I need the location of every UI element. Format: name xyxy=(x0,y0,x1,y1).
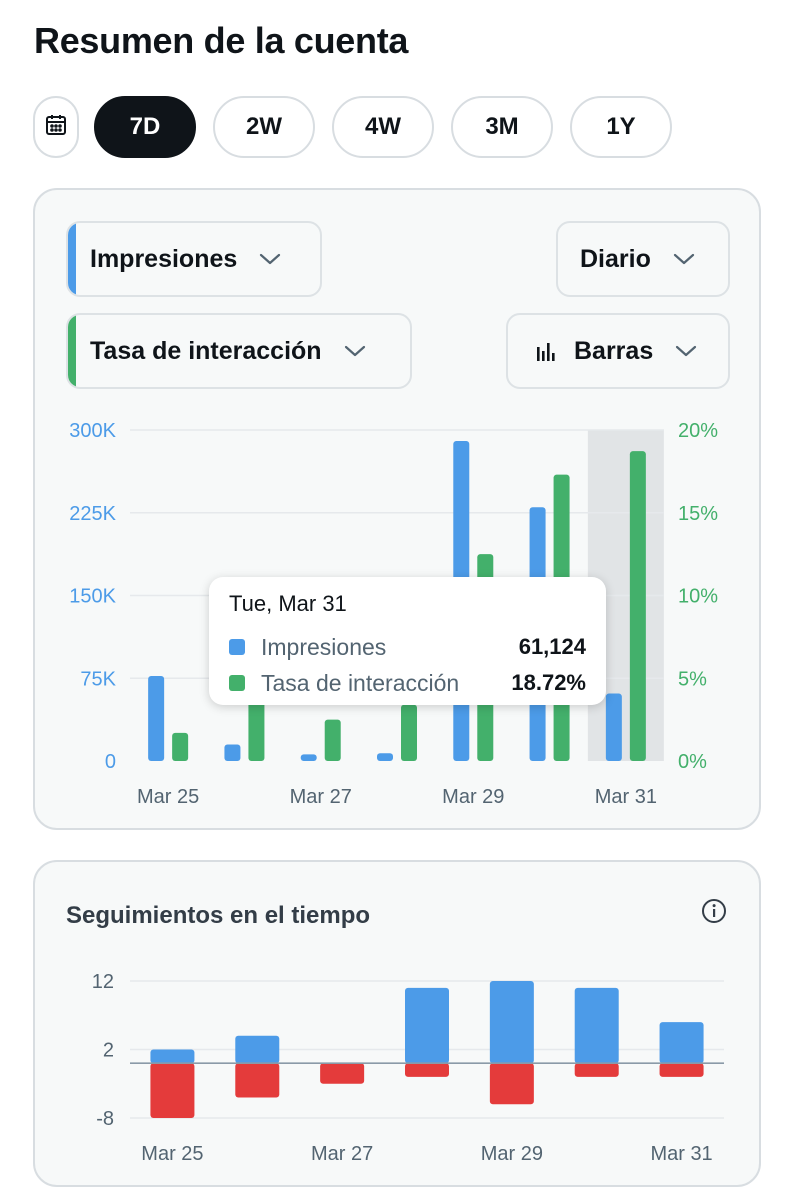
chart-type-label: Barras xyxy=(574,336,654,365)
calendar-button[interactable] xyxy=(33,96,79,158)
account-summary-card: Impresiones Diario Tasa de interacción B… xyxy=(33,188,761,830)
interval-label: Diario xyxy=(580,244,651,273)
interval-dropdown[interactable]: Diario xyxy=(556,221,730,297)
chevron-down-icon xyxy=(675,344,697,358)
tooltip-value: 18.72% xyxy=(511,670,586,695)
chart-tooltip: Tue, Mar 31 Impresiones 61,124 Tasa de i… xyxy=(209,577,606,705)
tooltip-value: 61,124 xyxy=(518,634,586,659)
range-3m-button[interactable]: 3M xyxy=(451,96,553,158)
range-7d-button[interactable]: 7D xyxy=(94,96,196,158)
metric2-color-stripe xyxy=(68,315,76,387)
calendar-icon xyxy=(44,113,68,142)
tooltip-swatch xyxy=(229,639,245,655)
follows-title: Seguimientos en el tiempo xyxy=(66,902,371,929)
tooltip-row-impresiones: Impresiones 61,124 xyxy=(229,629,586,665)
chevron-down-icon xyxy=(344,344,366,358)
tooltip-row-tasa: Tasa de interacción 18.72% xyxy=(229,665,586,701)
metric1-color-stripe xyxy=(68,223,76,295)
chart-type-dropdown[interactable]: Barras xyxy=(506,313,730,389)
chevron-down-icon xyxy=(673,252,695,266)
range-1y-button[interactable]: 1Y xyxy=(570,96,672,158)
chevron-down-icon xyxy=(259,252,281,266)
page-title: Resumen de la cuenta xyxy=(34,20,409,61)
tooltip-swatch xyxy=(229,675,245,691)
range-4w-button[interactable]: 4W xyxy=(332,96,434,158)
metric2-label: Tasa de interacción xyxy=(90,336,322,365)
tooltip-date: Tue, Mar 31 xyxy=(229,591,347,616)
info-icon[interactable] xyxy=(701,898,727,929)
metric1-label: Impresiones xyxy=(90,244,238,273)
tooltip-label: Tasa de interacción xyxy=(261,669,460,696)
bar-chart-icon xyxy=(536,341,558,361)
tooltip-label: Impresiones xyxy=(261,633,387,660)
follows-card: Seguimientos en el tiempo xyxy=(33,860,761,1187)
range-2w-button[interactable]: 2W xyxy=(213,96,315,158)
date-range-selector: 7D 2W 4W 3M 1Y xyxy=(33,96,689,158)
metric2-dropdown[interactable]: Tasa de interacción xyxy=(66,313,412,389)
metric1-dropdown[interactable]: Impresiones xyxy=(66,221,322,297)
